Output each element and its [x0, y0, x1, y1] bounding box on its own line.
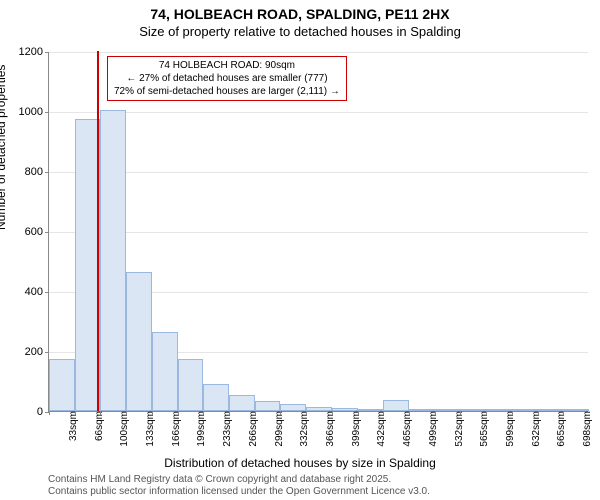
histogram-bar [126, 272, 152, 412]
chart-title-line1: 74, HOLBEACH ROAD, SPALDING, PE11 2HX [0, 6, 600, 22]
ytick-label: 1200 [19, 46, 49, 58]
footer-line1: Contains HM Land Registry data © Crown c… [48, 474, 430, 486]
xtick-mark [460, 411, 461, 415]
xtick-label: 565sqm [477, 411, 490, 447]
annotation-line2: ← 27% of detached houses are smaller (77… [114, 72, 340, 85]
xtick-label: 33sqm [66, 411, 79, 441]
xtick-label: 665sqm [554, 411, 567, 447]
xtick-mark [538, 411, 539, 415]
xtick-label: 465sqm [400, 411, 413, 447]
xtick-label: 366sqm [323, 411, 336, 447]
xtick-mark [229, 411, 230, 415]
xtick-label: 299sqm [272, 411, 285, 447]
ytick-label: 800 [25, 166, 49, 178]
histogram-bar [255, 401, 281, 412]
plot-area: 02004006008001000120033sqm66sqm100sqm133… [48, 52, 588, 412]
xtick-mark [486, 411, 487, 415]
xtick-label: 66sqm [92, 411, 105, 441]
xtick-mark [332, 411, 333, 415]
xtick-mark [152, 411, 153, 415]
xtick-label: 266sqm [246, 411, 259, 447]
xtick-mark [435, 411, 436, 415]
ytick-label: 600 [25, 226, 49, 238]
histogram-bar [100, 110, 126, 412]
xtick-mark [255, 411, 256, 415]
ytick-label: 400 [25, 286, 49, 298]
ytick-label: 0 [37, 406, 49, 418]
xtick-label: 399sqm [349, 411, 362, 447]
histogram-bar [280, 404, 306, 411]
xtick-mark [280, 411, 281, 415]
footer-line2: Contains public sector information licen… [48, 486, 430, 498]
xtick-mark [203, 411, 204, 415]
ytick-label: 200 [25, 346, 49, 358]
xtick-mark [75, 411, 76, 415]
histogram-bar [229, 395, 255, 412]
gridline [49, 52, 588, 53]
histogram-bar [49, 359, 75, 411]
annotation-box: 74 HOLBEACH ROAD: 90sqm← 27% of detached… [107, 56, 347, 101]
chart-title-line2: Size of property relative to detached ho… [0, 24, 600, 39]
xtick-mark [563, 411, 564, 415]
xtick-label: 199sqm [194, 411, 207, 447]
xtick-mark [178, 411, 179, 415]
histogram-bar [152, 332, 178, 412]
annotation-line1: 74 HOLBEACH ROAD: 90sqm [114, 59, 340, 72]
xtick-mark [409, 411, 410, 415]
xtick-label: 133sqm [143, 411, 156, 447]
ytick-label: 1000 [19, 106, 49, 118]
xtick-label: 698sqm [580, 411, 593, 447]
xtick-mark [383, 411, 384, 415]
xtick-label: 499sqm [426, 411, 439, 447]
marker-line [97, 51, 99, 411]
gridline [49, 232, 588, 233]
xtick-mark [126, 411, 127, 415]
gridline [49, 172, 588, 173]
xtick-label: 332sqm [297, 411, 310, 447]
xtick-label: 532sqm [452, 411, 465, 447]
xtick-label: 599sqm [503, 411, 516, 447]
xtick-label: 632sqm [529, 411, 542, 447]
x-axis-label: Distribution of detached houses by size … [0, 456, 600, 470]
y-axis-label: Number of detached properties [0, 65, 8, 230]
xtick-label: 233sqm [220, 411, 233, 447]
xtick-label: 100sqm [117, 411, 130, 447]
xtick-mark [100, 411, 101, 415]
annotation-line3: 72% of semi-detached houses are larger (… [114, 85, 340, 98]
chart-container: 74, HOLBEACH ROAD, SPALDING, PE11 2HX Si… [0, 0, 600, 500]
xtick-label: 166sqm [169, 411, 182, 447]
chart-footer: Contains HM Land Registry data © Crown c… [48, 474, 430, 498]
histogram-bar [178, 359, 204, 412]
histogram-bar [203, 384, 229, 411]
gridline [49, 112, 588, 113]
histogram-bar [383, 400, 409, 411]
xtick-mark [512, 411, 513, 415]
xtick-label: 432sqm [374, 411, 387, 447]
xtick-mark [306, 411, 307, 415]
xtick-mark [358, 411, 359, 415]
xtick-mark [49, 411, 50, 415]
